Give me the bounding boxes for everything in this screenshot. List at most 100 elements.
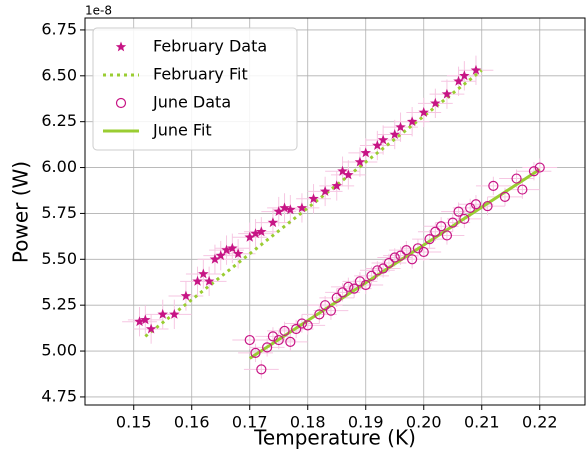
x-tick-label: 0.16 [174, 413, 210, 432]
data-point [453, 75, 464, 86]
data-point [430, 226, 441, 237]
data-point [383, 257, 395, 269]
data-point [331, 292, 342, 303]
data-point [412, 243, 424, 254]
y-tick-label: 5.25 [41, 295, 77, 314]
y-tick-label: 5.50 [41, 249, 77, 268]
data-point [470, 199, 482, 210]
data-point [279, 325, 290, 336]
data-point [418, 246, 429, 258]
legend-label: June Data [152, 93, 231, 112]
legend-marker [115, 97, 127, 109]
data-point [314, 309, 325, 320]
legend-box [92, 27, 298, 151]
y-axis-label: Power (W) [9, 161, 33, 263]
data-point [517, 184, 528, 195]
data-point [354, 276, 366, 287]
data-point [372, 140, 383, 150]
data-point [366, 270, 377, 281]
data-point [215, 250, 226, 261]
data-point [250, 228, 261, 239]
data-point [320, 300, 331, 311]
data-point [441, 230, 453, 241]
y-tick-label: 6.00 [41, 157, 77, 176]
x-tick-label: 0.18 [290, 413, 326, 432]
data-point [360, 147, 371, 158]
legend-label: June Fit [152, 121, 212, 140]
data-point [325, 305, 337, 316]
x-tick-label: 0.21 [464, 413, 500, 432]
data-point [221, 244, 232, 255]
data-point [296, 202, 308, 213]
data-point [302, 320, 313, 331]
data-point [232, 248, 244, 259]
x-tick-label: 0.22 [522, 413, 558, 432]
data-point [499, 191, 511, 203]
data-point [192, 275, 203, 286]
data-point [511, 173, 522, 184]
data-point [296, 318, 308, 329]
data-point [169, 308, 180, 319]
data-point [343, 169, 354, 180]
data-point [267, 331, 279, 342]
data-point [453, 206, 464, 217]
legend-marker [115, 41, 127, 52]
data-point [447, 217, 458, 228]
data-point [134, 316, 145, 327]
data-point [319, 185, 331, 196]
data-point [389, 129, 400, 139]
data-point [273, 334, 284, 346]
data-point [227, 242, 238, 253]
data-point [395, 121, 406, 132]
data-point [337, 287, 348, 298]
data-point [343, 281, 354, 292]
x-tick-label: 0.19 [348, 413, 384, 432]
data-point [406, 116, 418, 127]
data-point [267, 217, 279, 228]
data-point [291, 323, 302, 335]
x-axis-label: Temperature (K) [253, 426, 416, 450]
y-tick-label: 6.50 [41, 65, 77, 84]
data-point [424, 234, 435, 245]
data-point [378, 263, 389, 274]
legend-label: February Fit [153, 65, 248, 84]
data-point [360, 279, 371, 291]
data-point [470, 64, 482, 75]
data-point [308, 193, 319, 204]
data-point [459, 70, 470, 81]
data-point [256, 226, 267, 237]
data-point [180, 290, 192, 301]
data-point [372, 265, 383, 276]
data-point [418, 107, 429, 117]
y-tick-label: 6.75 [41, 19, 77, 38]
data-point [534, 162, 545, 173]
x-tick-label: 0.17 [232, 413, 268, 432]
data-point [436, 221, 447, 232]
x-tick-label: 0.20 [406, 413, 442, 432]
data-point [262, 342, 273, 353]
data-point [244, 231, 255, 242]
offset-label: 1e-8 [85, 4, 112, 18]
data-point [395, 250, 406, 261]
data-point [354, 156, 366, 167]
data-point [337, 165, 348, 176]
data-point [279, 202, 290, 213]
data-point [430, 97, 441, 108]
data-point [285, 336, 296, 347]
x-tick-label: 0.15 [116, 413, 152, 432]
y-tick-label: 4.75 [41, 386, 77, 405]
data-point [198, 268, 209, 279]
data-point [250, 347, 261, 358]
y-tick-label: 6.25 [41, 111, 77, 130]
data-point [140, 314, 151, 325]
data-point [528, 166, 540, 177]
data-point [407, 254, 418, 265]
data-point [244, 334, 255, 346]
y-tick-label: 5.00 [41, 341, 77, 360]
data-point [389, 252, 400, 263]
data-point [401, 245, 412, 256]
data-point [482, 200, 493, 212]
data-point [465, 202, 476, 214]
plot-frame [84, 17, 586, 406]
